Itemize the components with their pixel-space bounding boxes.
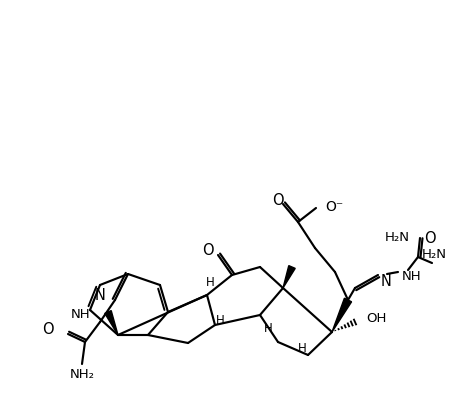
Text: O: O (424, 231, 436, 246)
Polygon shape (105, 311, 118, 335)
Text: O: O (202, 243, 214, 258)
Text: H: H (206, 276, 214, 289)
Text: O: O (43, 322, 54, 337)
Text: N: N (94, 287, 105, 302)
Text: H: H (298, 342, 306, 354)
Polygon shape (332, 298, 352, 332)
Text: OH: OH (366, 311, 386, 324)
Text: H: H (216, 314, 224, 327)
Text: O⁻: O⁻ (325, 200, 343, 214)
Text: H: H (264, 322, 272, 334)
Text: NH₂: NH₂ (69, 369, 95, 382)
Text: NH: NH (402, 271, 422, 284)
Text: H₂N: H₂N (385, 231, 410, 244)
Text: N: N (381, 274, 392, 289)
Text: O: O (272, 193, 284, 208)
Polygon shape (283, 266, 295, 288)
Text: NH: NH (70, 309, 90, 322)
Text: H₂N: H₂N (421, 249, 447, 261)
